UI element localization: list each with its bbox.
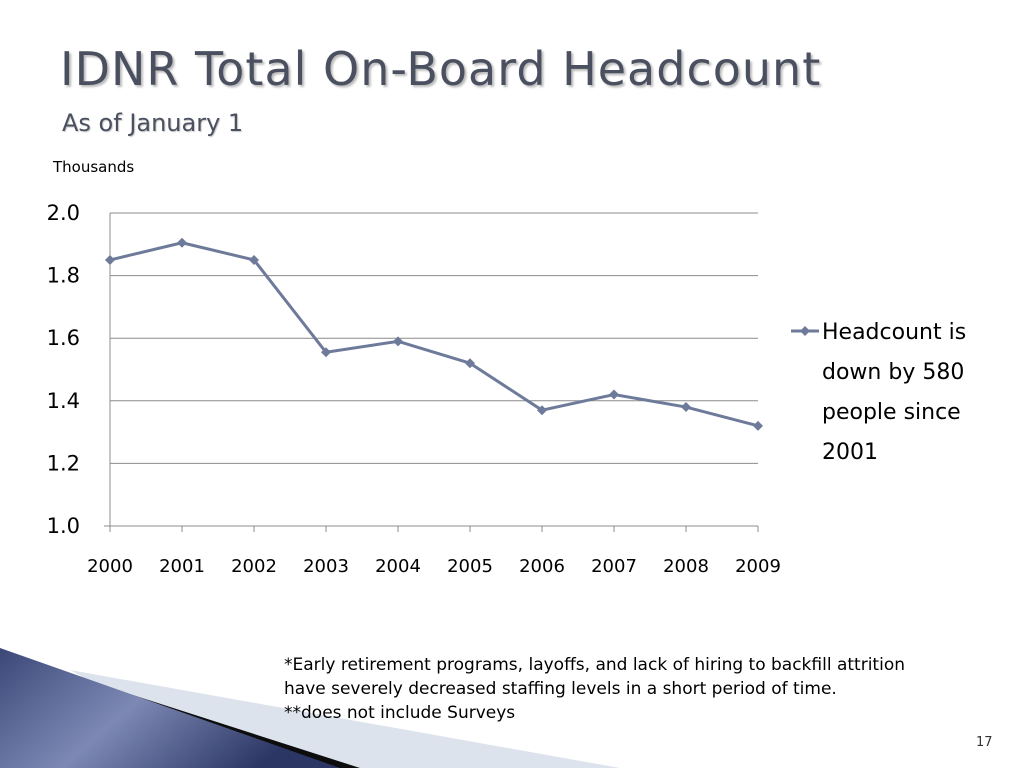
data-point-marker bbox=[753, 420, 763, 431]
x-tick-label: 2004 bbox=[375, 556, 421, 577]
legend-label: Headcount is down by 580 people since 20… bbox=[822, 320, 967, 465]
y-axis-units-label: Thousands bbox=[53, 158, 135, 176]
footnote: *Early retirement programs, layoffs, and… bbox=[284, 653, 1004, 725]
x-tick-label: 2005 bbox=[447, 556, 493, 577]
x-tick-label: 2000 bbox=[87, 556, 133, 577]
slide-subtitle: As of January 1 bbox=[62, 109, 244, 137]
data-point-marker bbox=[177, 237, 187, 248]
data-point-marker bbox=[681, 402, 691, 413]
data-point-marker bbox=[609, 389, 619, 400]
series-line bbox=[109, 241, 759, 428]
y-tick-label: 1.2 bbox=[47, 451, 80, 475]
footnote-line: have severely decreased staffing levels … bbox=[284, 679, 837, 699]
y-tick-label: 1.0 bbox=[47, 514, 80, 538]
data-point-marker bbox=[105, 254, 115, 265]
x-tick-label: 2002 bbox=[231, 556, 277, 577]
footnote-line: *Early retirement programs, layoffs, and… bbox=[284, 655, 905, 675]
x-tick-label: 2003 bbox=[303, 556, 349, 577]
data-point-marker bbox=[537, 405, 547, 416]
data-point-marker bbox=[393, 336, 403, 347]
x-tick-label: 2009 bbox=[735, 556, 781, 577]
page-number: 17 bbox=[976, 735, 993, 750]
x-tick-label: 2006 bbox=[519, 556, 565, 577]
data-point-marker bbox=[321, 347, 331, 358]
footnote-line: **does not include Surveys bbox=[284, 703, 516, 723]
x-tick-label: 2001 bbox=[159, 556, 205, 577]
y-tick-label: 1.6 bbox=[47, 326, 80, 350]
slide-corner-decoration bbox=[0, 648, 620, 768]
y-tick-label: 2.0 bbox=[47, 201, 80, 225]
data-point-marker bbox=[465, 358, 475, 369]
y-tick-label: 1.4 bbox=[47, 389, 80, 413]
y-tick-label: 1.8 bbox=[47, 264, 80, 288]
x-tick-label: 2008 bbox=[663, 556, 709, 577]
data-point-marker bbox=[249, 254, 259, 265]
x-tick-label: 2007 bbox=[591, 556, 637, 577]
slide-title: IDNR Total On-Board Headcount bbox=[60, 42, 822, 96]
legend-line-marker-icon bbox=[791, 326, 819, 336]
headcount-line-chart: 1.0 1.2 1.4 1.6 1.8 2.0 2000 2001 2002 2003 2004 20… bbox=[47, 201, 781, 577]
